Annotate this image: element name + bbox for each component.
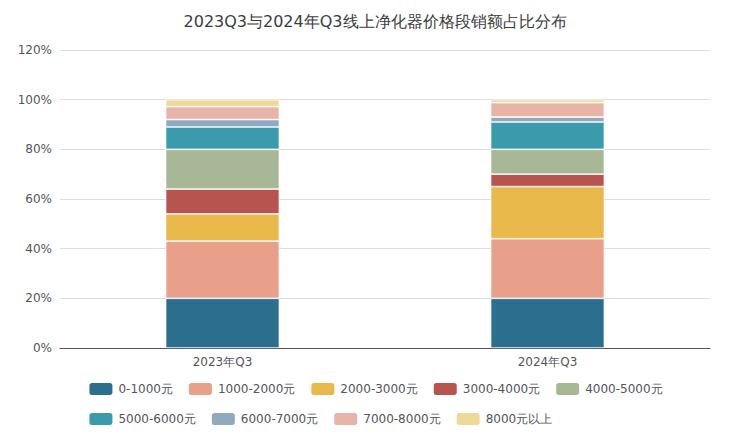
svg-text:2000-3000元: 2000-3000元 bbox=[340, 382, 417, 396]
svg-text:3000-4000元: 3000-4000元 bbox=[463, 382, 540, 396]
svg-text:2024年Q3: 2024年Q3 bbox=[518, 355, 578, 369]
svg-text:0-1000元: 0-1000元 bbox=[118, 382, 173, 396]
svg-text:20%: 20% bbox=[25, 291, 52, 305]
svg-text:7000-8000元: 7000-8000元 bbox=[363, 412, 440, 426]
svg-text:80%: 80% bbox=[25, 142, 52, 156]
svg-text:60%: 60% bbox=[25, 192, 52, 206]
svg-text:6000-7000元: 6000-7000元 bbox=[241, 412, 318, 426]
svg-text:2023Q3与2024年Q3线上净化器价格段销额占比分布: 2023Q3与2024年Q3线上净化器价格段销额占比分布 bbox=[184, 12, 567, 31]
svg-text:8000元以上: 8000元以上 bbox=[486, 412, 553, 426]
svg-text:0%: 0% bbox=[33, 341, 52, 355]
svg-text:100%: 100% bbox=[18, 93, 52, 107]
svg-text:40%: 40% bbox=[25, 242, 52, 256]
svg-text:120%: 120% bbox=[18, 43, 52, 57]
svg-text:2023年Q3: 2023年Q3 bbox=[193, 355, 253, 369]
svg-text:1000-2000元: 1000-2000元 bbox=[218, 382, 295, 396]
svg-text:4000-5000元: 4000-5000元 bbox=[585, 382, 662, 396]
svg-text:5000-6000元: 5000-6000元 bbox=[118, 412, 195, 426]
